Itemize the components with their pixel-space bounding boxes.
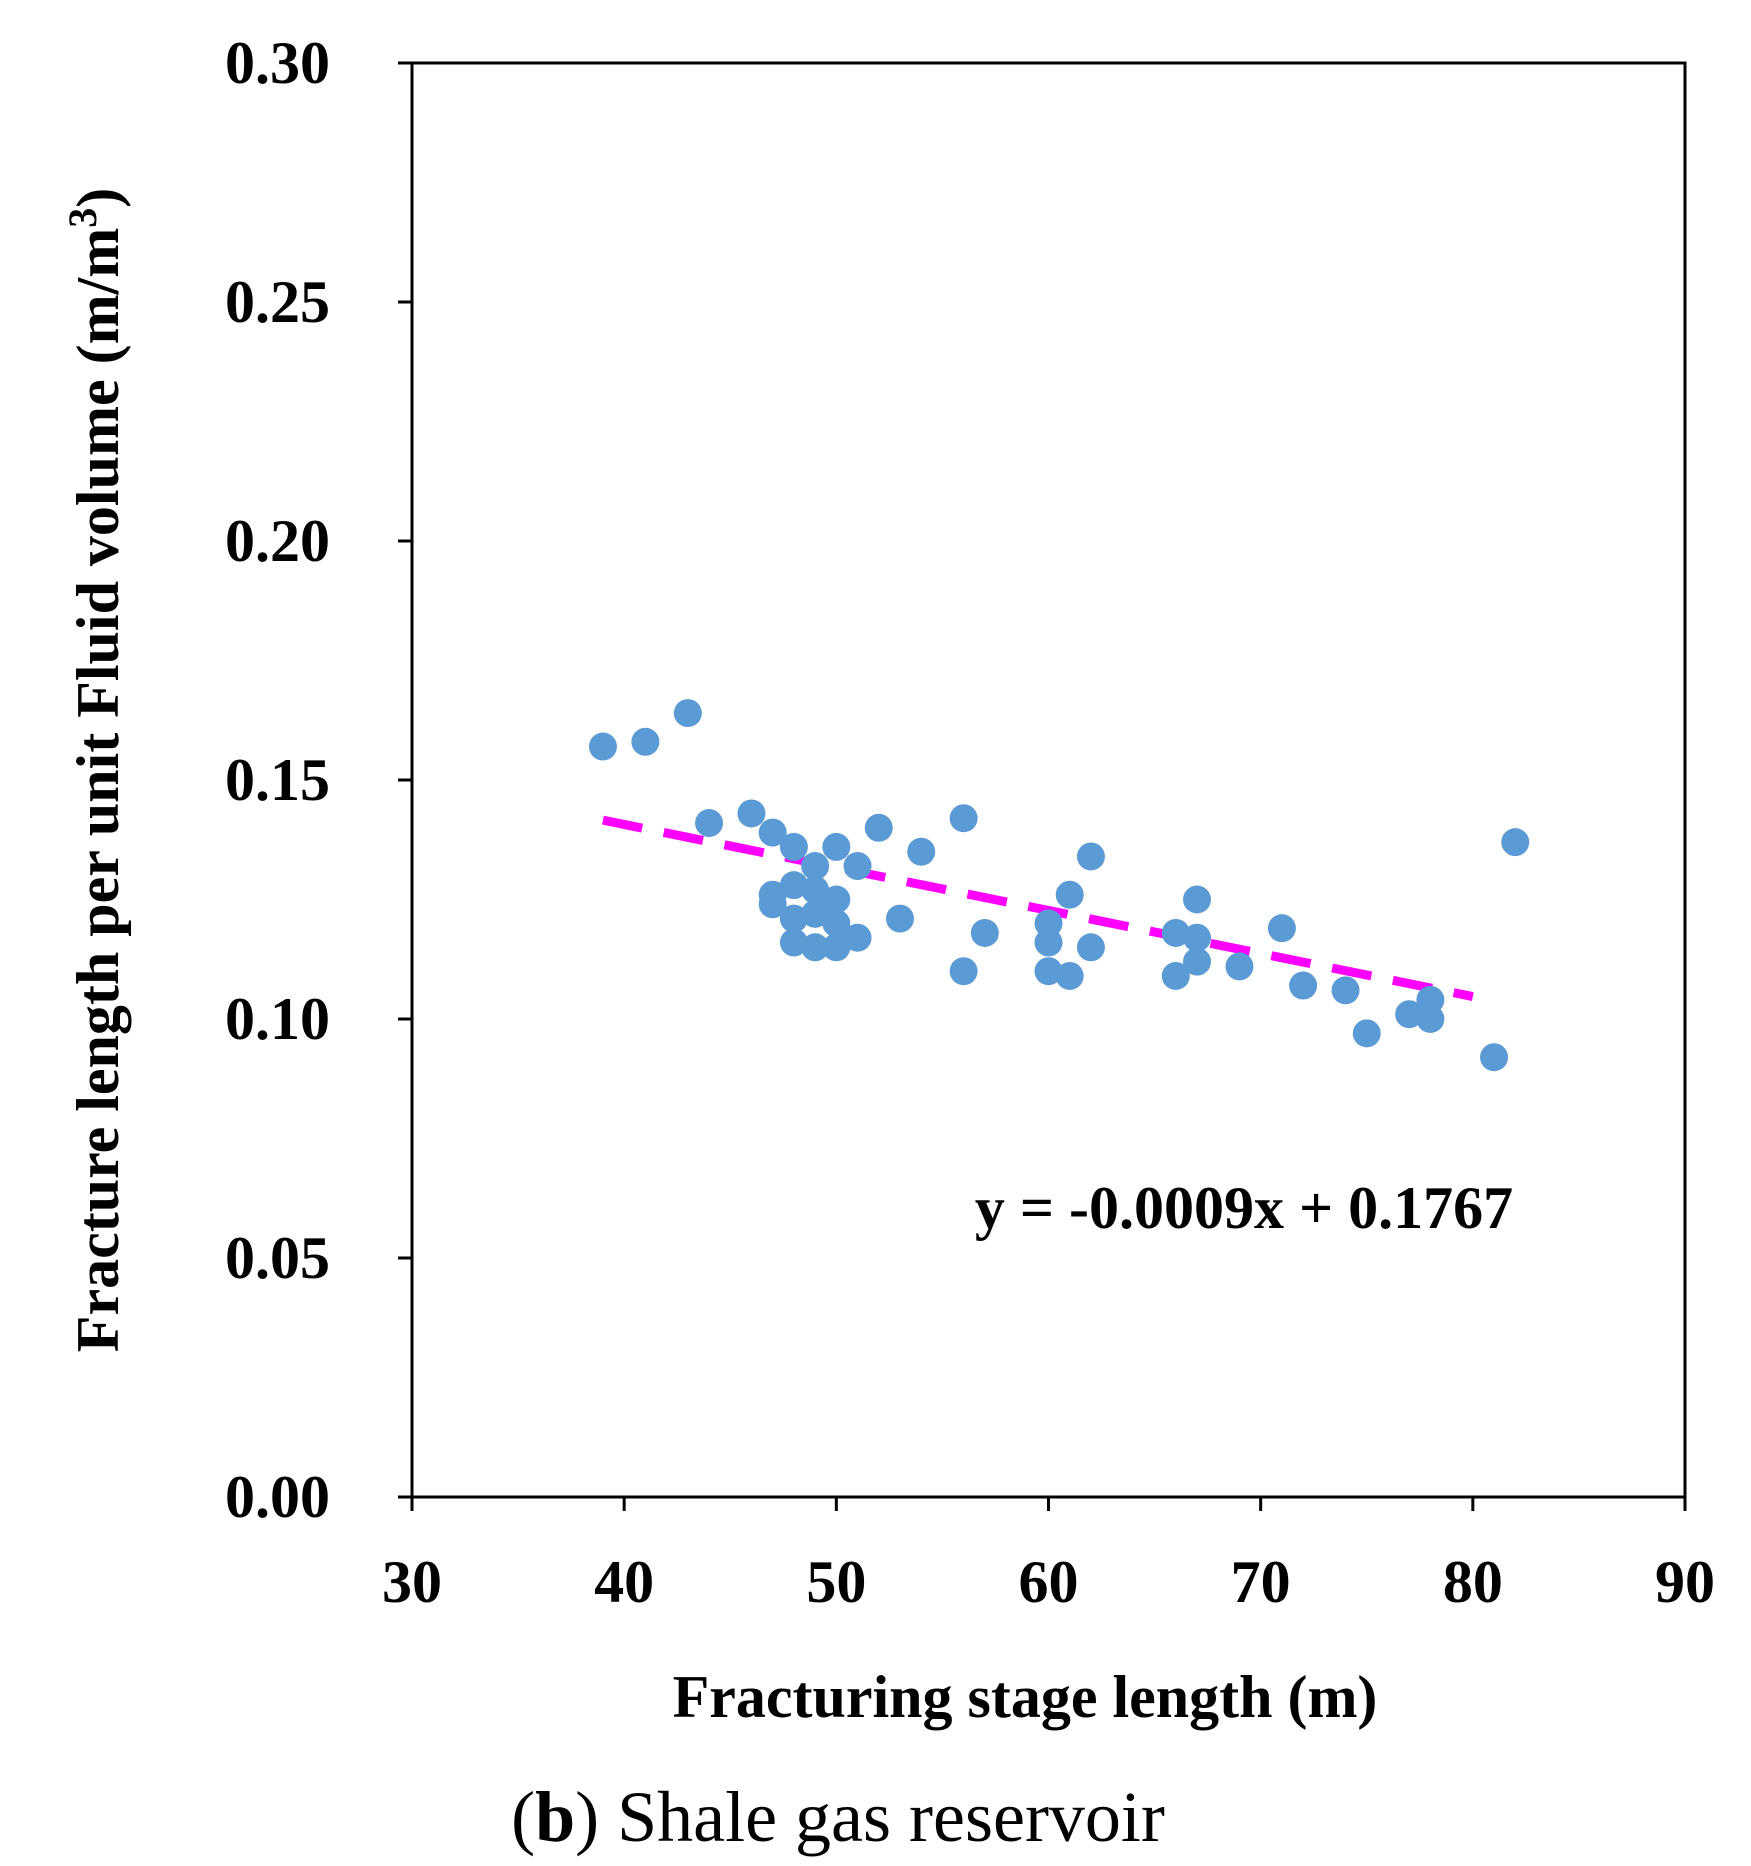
data-point [949,804,978,833]
data-point [1352,1019,1381,1048]
data-point [1289,971,1318,1000]
data-point [779,832,808,861]
data-point [1076,842,1105,871]
data-point [1267,914,1296,943]
y-tick-labels: 0.00 0.05 0.10 0.15 0.20 0.25 0.30 [225,30,330,1530]
data-point [779,904,808,933]
data-point [907,837,936,866]
y-axis-title-superscript: 3 [60,208,105,228]
data-point [588,732,617,761]
data-point [758,818,787,847]
data-point [885,904,914,933]
y-tick-label: 0.15 [225,747,330,813]
points-layer [588,699,1530,1072]
data-point [843,923,872,952]
data-point [673,699,702,728]
data-point [1501,828,1530,857]
y-axis-title-close: ) [65,188,131,208]
data-point [822,909,851,938]
trendline-layer [602,815,1474,1001]
data-point [822,885,851,914]
data-point [1183,923,1212,952]
data-point [801,875,830,904]
x-tick-label: 90 [1655,1549,1715,1615]
data-point [1225,952,1254,981]
data-point [1416,1005,1445,1033]
data-point [1076,933,1105,962]
data-point [1480,1043,1509,1072]
data-point [758,890,787,919]
x-axis-title: Fracturing stage length (m) [673,1664,1378,1730]
x-tick-label: 30 [382,1549,442,1615]
x-tick-label: 70 [1231,1549,1291,1615]
data-point [970,918,999,947]
y-axis-title: Fracture length per unit Fluid volume (m… [60,188,131,1352]
data-point [1183,885,1212,914]
y-tick-label: 0.25 [225,269,330,335]
data-point [631,727,660,756]
x-tick-label: 60 [1019,1549,1079,1615]
data-point [737,799,766,828]
data-point [1183,947,1212,976]
data-point [822,832,851,861]
x-tick-labels: 30 40 50 60 70 80 90 [382,1549,1715,1615]
y-tick-label: 0.05 [225,1225,330,1291]
data-point [801,933,830,962]
data-point [949,957,978,986]
trendline [602,815,1474,1001]
caption-text: Shale gas reservoir [599,1777,1165,1857]
data-point [822,933,851,962]
y-axis-title-main: Fracture length per unit Fluid volume (m… [65,228,131,1352]
data-point [1161,918,1190,947]
data-point [1331,976,1360,1005]
data-point [779,871,808,900]
figure-caption: (b) Shale gas reservoir [511,1777,1165,1857]
y-tick-label: 0.10 [225,986,330,1052]
data-point [864,813,893,842]
trendline-equation: y = -0.0009x + 0.1767 [975,1175,1513,1241]
data-point [1055,961,1084,990]
x-tick-label: 40 [594,1549,654,1615]
y-tick-label: 0.30 [225,30,330,96]
data-point [1055,880,1084,909]
data-point [1395,1000,1424,1029]
data-point [779,928,808,957]
data-point [1034,957,1063,986]
data-point [801,852,830,881]
caption-close-paren: ) [575,1777,599,1857]
data-point [1034,928,1063,957]
y-tick-label: 0.20 [225,508,330,574]
caption-letter: b [535,1777,575,1857]
x-tick-label: 80 [1443,1549,1503,1615]
ticks-layer [398,61,1687,1511]
plot-area-frame [410,61,1687,1499]
data-point [1161,961,1190,990]
y-tick-label: 0.00 [225,1464,330,1530]
data-point [843,852,872,881]
x-tick-label: 50 [806,1549,866,1615]
data-point [695,809,724,838]
data-point [801,899,830,928]
caption-open-paren: ( [511,1777,535,1857]
